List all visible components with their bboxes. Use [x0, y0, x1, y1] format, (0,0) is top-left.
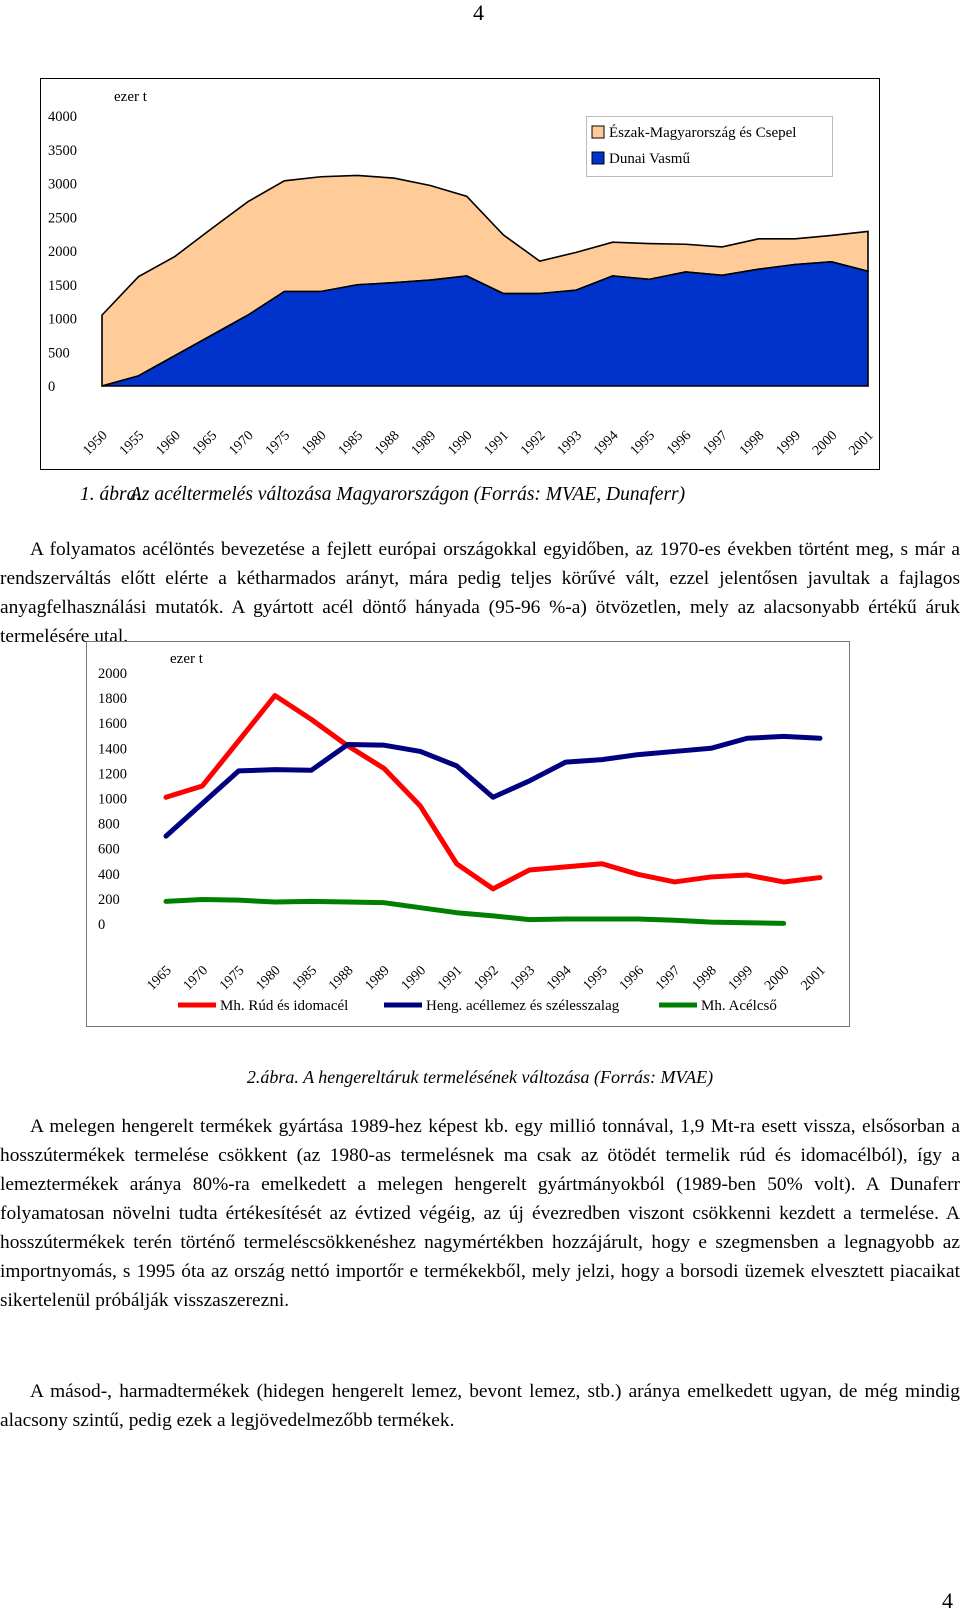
chart-1-y-tick-label: 0 — [48, 379, 55, 395]
figure-2-caption-number: 2.ábra. — [246, 1067, 299, 1087]
line-series-0 — [163, 693, 823, 892]
line-series-1 — [163, 733, 823, 839]
chart-2-legend-label: Mh. Rúd és idomacél — [220, 998, 348, 1014]
page-number-bottom: 4 — [942, 1588, 953, 1613]
chart-2-y-tick-label: 2000 — [98, 666, 127, 682]
line-series-2 — [163, 897, 787, 926]
figure-2-rolled-products-chart: 0 200 400 600 800 1000 1200 1400 1600 1800 2000 eze… — [86, 641, 850, 1027]
figure-2-caption: 2.ábra. A hengereltáruk termelésének vál… — [0, 1067, 960, 1088]
paragraph-1: A folyamatos acélöntés bevezetése a fejl… — [0, 535, 960, 651]
chart-1-unit-label: ezer t — [114, 89, 148, 105]
chart-1-y-tick-label: 2500 — [48, 210, 77, 226]
chart-2-y-tick-label: 1000 — [98, 792, 127, 808]
chart-1-y-tick-label: 3500 — [48, 143, 77, 159]
figure-2-caption-text: A hengereltáruk termelésének változása (… — [303, 1067, 714, 1087]
chart-2-y-tick-label: 600 — [98, 842, 120, 858]
chart-2-y-tick-label: 800 — [98, 817, 120, 833]
chart-1-y-tick-label: 1500 — [48, 278, 77, 294]
chart-2-frame — [86, 641, 850, 1027]
chart-1-y-tick-label: 2000 — [48, 244, 77, 260]
chart-2-y-tick-label: 1400 — [98, 741, 127, 757]
chart-1-y-tick-label: 500 — [48, 345, 70, 361]
chart-1-y-tick-label: 1000 — [48, 312, 77, 328]
chart-2-y-tick-label: 200 — [98, 892, 120, 908]
chart-2-svg: 0 200 400 600 800 1000 1200 1400 1600 1800 2000 eze… — [86, 641, 850, 1027]
chart-2-y-tick-label: 1600 — [98, 716, 127, 732]
chart-2-y-tick-label: 1200 — [98, 766, 127, 782]
chart-2-unit-label: ezer t — [170, 651, 204, 667]
page-number-top: 4 — [473, 0, 484, 25]
chart-2-legend: Mh. Rúd és idomacél Heng. acéllemez és sz… — [178, 998, 777, 1014]
figure-1-caption-number: 1. ábra. — [80, 484, 142, 505]
chart-1-legend-swatch — [591, 151, 605, 165]
figure-1-steel-production-chart: 0 500 1000 1500 2000 2500 3000 3500 4000 ezer t 19… — [40, 78, 880, 470]
chart-1-y-tick-label: 4000 — [48, 109, 77, 125]
paragraph-2-text: A melegen hengerelt termékek gyártása 19… — [0, 1116, 960, 1311]
paragraph-3-text: A másod-, harmadtermékek (hidegen henger… — [0, 1381, 960, 1431]
paragraph-3: A másod-, harmadtermékek (hidegen henger… — [0, 1377, 960, 1435]
chart-2-legend-label: Heng. acéllemez és szélesszalag — [426, 998, 620, 1014]
chart-2-y-tick-label: 400 — [98, 867, 120, 883]
chart-1-legend: Észak-Magyarország és Csepel Dunai Vasmű — [586, 116, 833, 177]
chart-2-y-tick-label: 0 — [98, 917, 105, 933]
chart-2-legend-label: Mh. Acélcső — [701, 998, 777, 1014]
chart-1-legend-label: Észak-Magyarország és Csepel — [609, 124, 796, 141]
chart-1-legend-swatch — [591, 125, 605, 139]
area-series-dunai-vasmu — [101, 260, 869, 387]
paragraph-2: A melegen hengerelt termékek gyártása 19… — [0, 1112, 960, 1315]
chart-1-legend-box — [586, 116, 833, 177]
figure-1-caption-text: Az acéltermelés változása Magyarországon… — [130, 484, 686, 505]
chart-1-y-tick-label: 3000 — [48, 177, 77, 193]
paragraph-1-text: A folyamatos acélöntés bevezetése a fejl… — [0, 539, 960, 647]
chart-2-y-tick-label: 1800 — [98, 691, 127, 707]
chart-1-legend-label: Dunai Vasmű — [609, 151, 690, 167]
